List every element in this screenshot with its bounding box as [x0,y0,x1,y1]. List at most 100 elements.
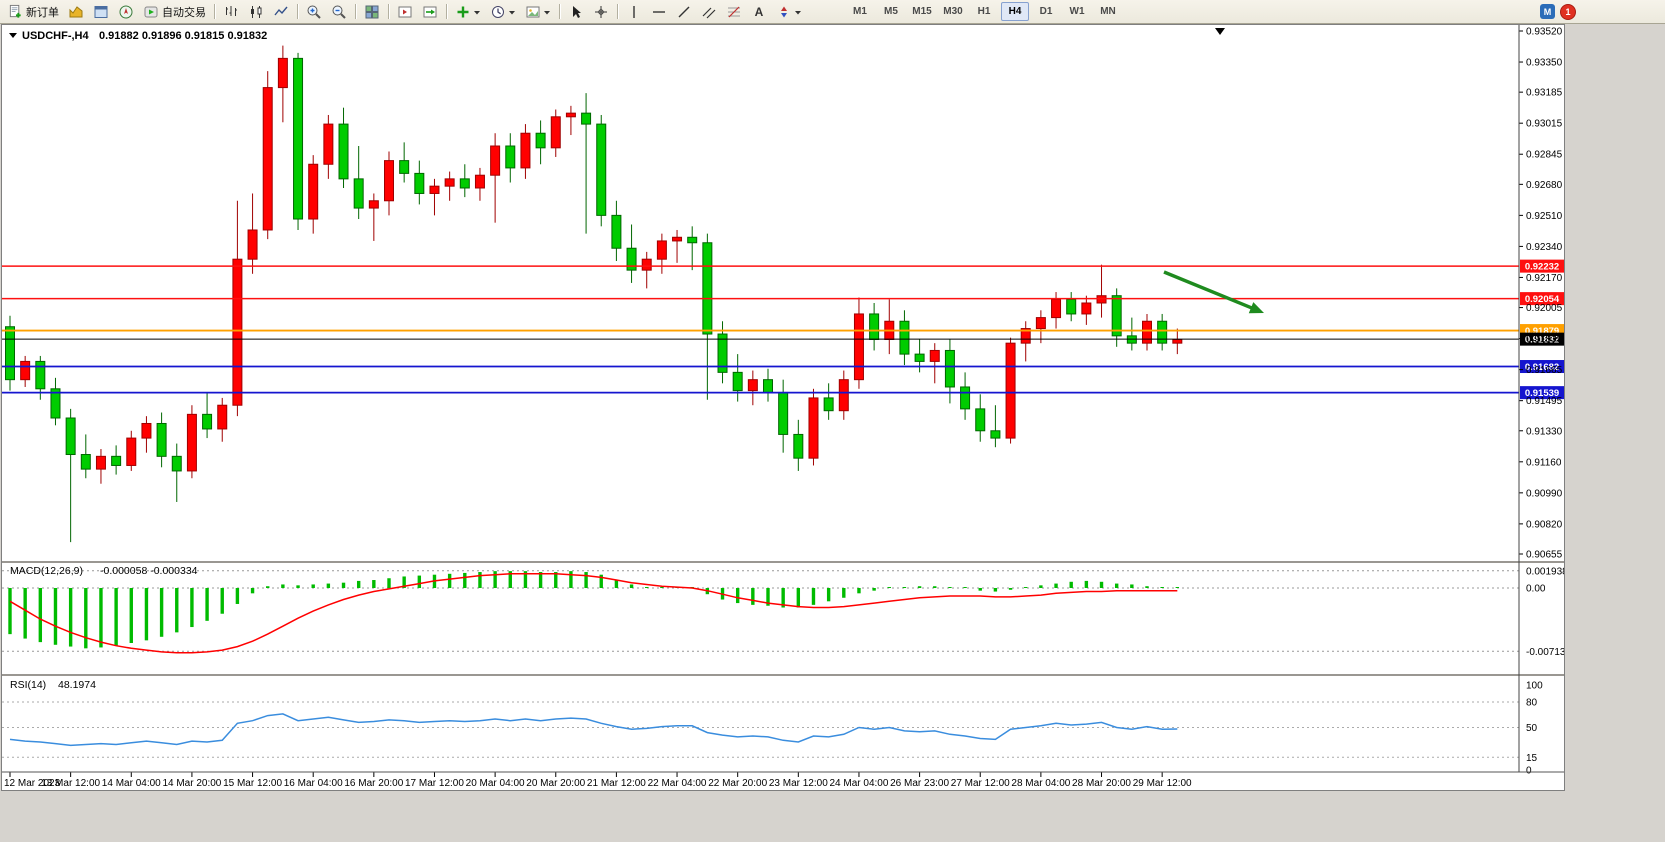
candle [838,379,849,412]
zoom-out-button[interactable] [327,1,351,22]
candle [202,413,213,430]
time-axis-label: 16 Mar 04:00 [284,778,343,789]
candle [687,236,698,244]
candle [626,247,637,271]
price-axis-label: 0.91160 [1526,457,1562,468]
add-indicator-button[interactable] [451,1,485,22]
chart-canvas[interactable]: 0.001938 0.00 -0.007132 100 80 50 15 0 0.92232… [2,25,1564,790]
navigator-button[interactable] [114,1,138,22]
price-axis-label: 0.93015 [1526,119,1563,130]
notification-badge[interactable]: 1 [1560,3,1576,20]
data-window-button[interactable] [89,1,113,22]
timeframe-button-M1[interactable]: M1 [853,6,867,17]
price-tag [1520,292,1564,306]
autotrading-button[interactable]: 自动交易 [139,1,210,22]
candle [232,258,243,406]
time-axis-label: 22 Mar 20:00 [708,778,767,789]
candlestick-mode-button[interactable] [244,1,268,22]
timeframe-button-MN[interactable]: MN [1100,6,1116,17]
rsi-axis-label: 100 [1526,681,1543,692]
candle [217,404,228,430]
trend-arrow-object[interactable] [1163,270,1264,314]
candle [35,360,46,390]
timeframe-button-H1[interactable]: H1 [977,6,991,17]
rsi-axis-label: 50 [1526,723,1538,734]
tile-windows-button[interactable] [360,1,384,22]
candle [1066,298,1077,315]
text-tool-button[interactable]: A [747,1,771,22]
price-tag [1520,386,1564,400]
candle [975,408,986,432]
bar-chart-icon [226,5,237,16]
candle [126,437,137,466]
trendline-tool-button[interactable] [672,1,696,22]
candle [1157,320,1168,344]
timeframe-button-W1[interactable]: W1 [1069,6,1085,17]
toolbar-right-group: M 1 [1536,1,1576,22]
candle [429,185,440,194]
arrows-tool-button[interactable] [772,1,806,22]
timeframe-button-D1[interactable]: D1 [1039,6,1053,17]
time-axis-label: 13 Mar 12:00 [41,778,100,789]
chart-area[interactable]: 0.001938 0.00 -0.007132 100 80 50 15 0 0.92232… [1,24,1565,791]
time-axis-label: 16 Mar 20:00 [344,778,403,789]
channel-tool-button[interactable] [697,1,721,22]
crosshair-tool-button[interactable] [589,1,613,22]
fibonacci-tool-button[interactable] [722,1,746,22]
price-axis-label: 0.91665 [1526,365,1563,376]
time-axis-label: 22 Mar 04:00 [648,778,707,789]
timeframe-button-M15[interactable]: M15 [912,6,932,17]
candle [95,455,106,470]
price-tag-label: 0.92054 [1525,294,1560,305]
candle [793,433,804,459]
chart-menu-icon[interactable] [9,33,17,38]
price-lines[interactable] [2,265,1519,394]
market-watch-button[interactable] [64,1,88,22]
zoom-in-button[interactable] [302,1,326,22]
candle [778,391,789,435]
price-axis-label: 0.92005 [1526,303,1563,314]
community-button[interactable]: M [1536,1,1559,22]
candle [960,386,971,410]
timeframe-button-M30[interactable]: M30 [943,6,963,17]
candle [672,236,683,242]
auto-scroll-button[interactable] [418,1,442,22]
candle [641,258,652,271]
templates-button[interactable] [521,1,555,22]
rsi-axis-label: 15 [1526,753,1538,764]
navigator-icon [119,5,133,18]
chevron-down-icon [509,10,515,14]
candle [823,397,834,412]
tile-windows-icon [365,5,379,18]
chevron-down-icon [474,10,480,14]
timeframe-button-M5[interactable]: M5 [884,6,898,17]
candle [520,132,531,169]
bar-chart-mode-button[interactable] [219,1,243,22]
timeframe-button-H4[interactable]: H4 [1001,2,1029,21]
macd-indicator-label: MACD(12,26,9) [10,565,83,577]
zoom-in-icon [307,5,321,19]
candle [944,349,955,388]
vertical-line-tool-button[interactable] [622,1,646,22]
vertical-line-icon [633,5,635,18]
chevron-down-icon [795,10,801,14]
chart-shift-button[interactable] [393,1,417,22]
time-axis-label: 14 Mar 20:00 [162,778,221,789]
line-chart-icon [274,6,288,15]
timeframe-toolbar: M1 M5 M15 M30 H1 H4 D1 W1 MN [845,1,1123,22]
community-icon: M [1540,4,1555,19]
chevron-down-icon [544,10,550,14]
auto-scroll-icon [423,6,437,17]
new-order-button[interactable]: 新订单 [4,1,63,22]
candle [277,57,288,89]
periods-button[interactable] [486,1,520,22]
horizontal-line-tool-button[interactable] [647,1,671,22]
cursor-tool-button[interactable] [564,1,588,22]
line-chart-mode-button[interactable] [269,1,293,22]
macd-pane: 0.001938 0.00 -0.007132 [2,566,1564,658]
chart-ohlc-values: 0.91882 0.91896 0.91815 0.91832 [99,30,267,42]
price-tag-label: 0.91682 [1525,362,1559,373]
time-axis-label: 29 Mar 12:00 [1133,778,1192,789]
